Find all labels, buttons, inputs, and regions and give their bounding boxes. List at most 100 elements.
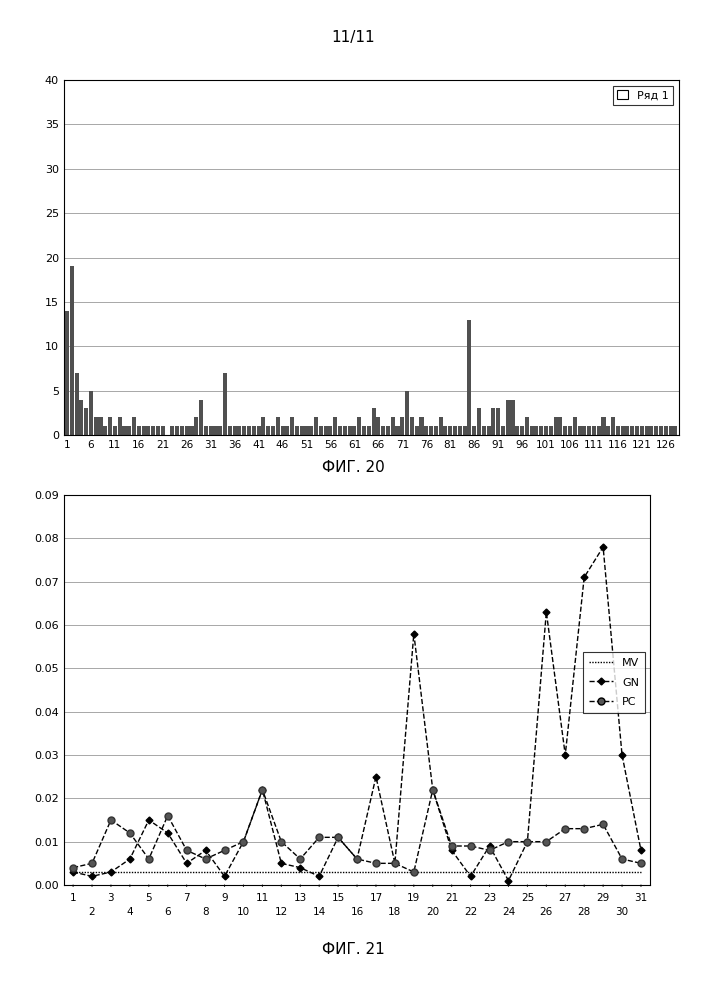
- Text: 20: 20: [426, 907, 439, 917]
- Bar: [185, 426, 189, 435]
- Bar: [429, 426, 433, 435]
- GN: [182, 857, 191, 869]
- MV: [69, 866, 77, 878]
- Bar: [583, 426, 586, 435]
- MV: [182, 866, 191, 878]
- Bar: [314, 417, 318, 435]
- MV: [523, 866, 532, 878]
- Bar: [443, 426, 448, 435]
- GN: [504, 875, 513, 887]
- MV: [315, 866, 323, 878]
- Bar: [515, 426, 520, 435]
- Bar: [395, 426, 399, 435]
- Bar: [348, 426, 351, 435]
- Bar: [645, 426, 648, 435]
- Bar: [141, 426, 146, 435]
- Bar: [266, 426, 270, 435]
- Line: GN: GN: [71, 545, 643, 883]
- Bar: [414, 426, 419, 435]
- GN: [391, 857, 399, 869]
- PC: [467, 840, 475, 852]
- GN: [637, 844, 645, 856]
- Bar: [457, 426, 462, 435]
- Text: 15: 15: [332, 893, 345, 903]
- Bar: [160, 426, 165, 435]
- Text: 18: 18: [388, 907, 402, 917]
- Text: 9: 9: [221, 893, 228, 903]
- Bar: [448, 426, 452, 435]
- MV: [428, 866, 437, 878]
- Bar: [607, 426, 610, 435]
- GN: [163, 827, 172, 839]
- Bar: [329, 426, 332, 435]
- MV: [599, 866, 607, 878]
- Bar: [286, 426, 289, 435]
- Bar: [654, 426, 658, 435]
- Legend: MV, GN, PC: MV, GN, PC: [583, 652, 645, 713]
- PC: [296, 853, 305, 865]
- PC: [353, 853, 361, 865]
- Bar: [238, 426, 242, 435]
- Text: 11: 11: [256, 893, 269, 903]
- MV: [239, 866, 247, 878]
- Bar: [156, 426, 160, 435]
- Text: 25: 25: [521, 893, 534, 903]
- MV: [353, 866, 361, 878]
- Bar: [367, 426, 370, 435]
- MV: [409, 866, 418, 878]
- Bar: [146, 426, 151, 435]
- Bar: [175, 426, 179, 435]
- PC: [561, 823, 570, 835]
- PC: [221, 844, 229, 856]
- Bar: [549, 426, 553, 435]
- Bar: [376, 417, 380, 435]
- MV: [334, 866, 342, 878]
- Bar: [630, 426, 634, 435]
- Bar: [214, 426, 218, 435]
- MV: [467, 866, 475, 878]
- Bar: [243, 426, 246, 435]
- GN: [315, 870, 323, 882]
- Bar: [262, 417, 265, 435]
- Bar: [65, 311, 69, 435]
- Bar: [98, 417, 103, 435]
- Text: 26: 26: [539, 907, 553, 917]
- Bar: [151, 426, 156, 435]
- GN: [258, 784, 267, 796]
- Bar: [357, 417, 361, 435]
- GN: [277, 857, 286, 869]
- Bar: [481, 426, 486, 435]
- Text: 13: 13: [293, 893, 307, 903]
- Text: 27: 27: [559, 893, 572, 903]
- MV: [258, 866, 267, 878]
- PC: [485, 844, 493, 856]
- Bar: [94, 417, 98, 435]
- Bar: [333, 417, 337, 435]
- Bar: [103, 426, 107, 435]
- Bar: [386, 426, 390, 435]
- MV: [448, 866, 456, 878]
- Bar: [559, 417, 563, 435]
- Bar: [381, 426, 385, 435]
- Text: 31: 31: [634, 893, 648, 903]
- MV: [372, 866, 380, 878]
- Bar: [438, 417, 443, 435]
- Bar: [84, 408, 88, 435]
- Bar: [233, 426, 237, 435]
- Bar: [616, 426, 620, 435]
- Bar: [626, 426, 629, 435]
- Bar: [343, 426, 347, 435]
- Bar: [189, 426, 194, 435]
- Bar: [563, 426, 567, 435]
- Bar: [520, 426, 524, 435]
- Bar: [419, 417, 423, 435]
- PC: [258, 784, 267, 796]
- Bar: [525, 417, 529, 435]
- MV: [144, 866, 153, 878]
- Bar: [309, 426, 313, 435]
- Bar: [372, 408, 375, 435]
- PC: [126, 827, 134, 839]
- GN: [221, 870, 229, 882]
- Text: 29: 29: [597, 893, 609, 903]
- Bar: [501, 426, 505, 435]
